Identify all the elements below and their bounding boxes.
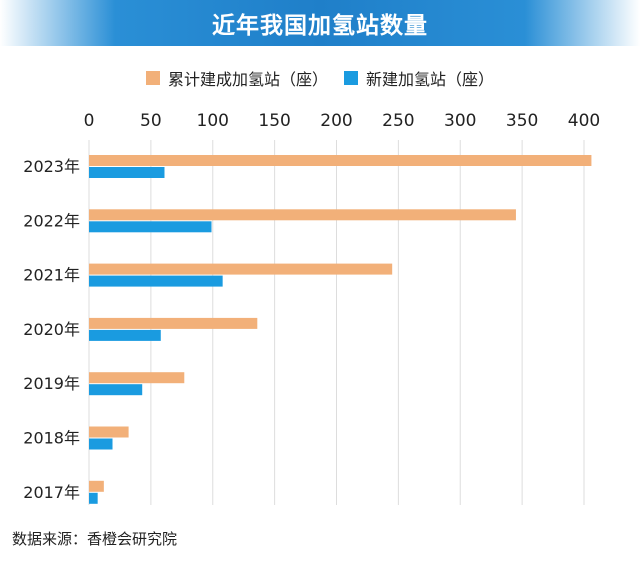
bar-cumulative-1	[89, 209, 516, 221]
legend-item-new: 新建加氢站（座）	[344, 66, 494, 90]
x-tick-label-0: 0	[84, 111, 95, 131]
x-tick-label-50: 50	[140, 111, 162, 131]
bar-cumulative-3	[89, 317, 258, 329]
bar-new-4	[89, 384, 143, 396]
legend-item-cumulative: 累计建成加氢站（座）	[145, 66, 328, 90]
title-banner: 近年我国加氢站数量	[0, 0, 640, 46]
legend: 累计建成加氢站（座） 新建加氢站（座）	[0, 66, 640, 90]
x-tick-label-350: 350	[506, 111, 538, 131]
legend-swatch-new	[344, 71, 358, 85]
category-label-4: 2019年	[23, 374, 80, 393]
x-tick-label-100: 100	[197, 111, 229, 131]
legend-label-new: 新建加氢站（座）	[366, 70, 495, 89]
bar-cumulative-5	[89, 426, 129, 438]
x-tick-label-200: 200	[320, 111, 352, 131]
bar-cumulative-4	[89, 372, 185, 384]
data-source: 数据来源：香橙会研究院	[12, 530, 178, 548]
category-label-1: 2022年	[23, 211, 80, 230]
x-tick-label-250: 250	[382, 111, 414, 131]
category-label-6: 2017年	[23, 483, 80, 502]
bar-new-0	[89, 167, 165, 178]
bar-chart: 0 50 100 150 200 250 300 350 400 2023年 2022年 2021年 2…	[23, 111, 600, 505]
bar-cumulative-2	[89, 263, 393, 275]
category-label-5: 2018年	[23, 429, 80, 448]
category-label-0: 2023年	[23, 157, 80, 176]
legend-swatch-cumulative	[145, 71, 160, 85]
category-label-3: 2020年	[23, 320, 80, 339]
legend-label-cumulative: 累计建成加氢站（座）	[167, 70, 328, 89]
bar-new-5	[89, 438, 113, 450]
x-tick-label-300: 300	[444, 111, 476, 131]
bar-cumulative-0	[89, 155, 592, 166]
category-label-2: 2021年	[23, 266, 80, 285]
bar-new-6	[89, 492, 98, 504]
x-tick-label-400: 400	[568, 111, 600, 131]
bar-cumulative-6	[89, 480, 104, 492]
chart-title: 近年我国加氢站数量	[212, 13, 428, 39]
bar-new-2	[89, 275, 223, 287]
bar-new-1	[89, 221, 212, 233]
x-tick-label-150: 150	[258, 111, 290, 131]
bar-new-3	[89, 329, 161, 341]
